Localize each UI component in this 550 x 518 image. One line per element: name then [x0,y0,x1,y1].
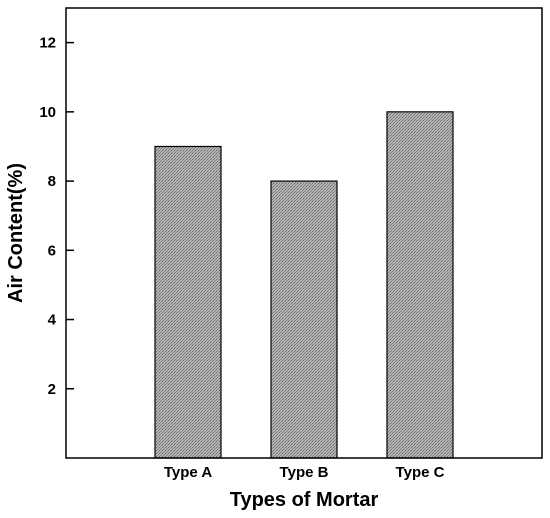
y-tick-label: 8 [48,173,56,190]
y-tick-label: 2 [48,381,56,398]
x-axis: Type A Type B Type C [164,464,445,481]
y-tick-label: 4 [48,312,57,329]
y-tick-label: 10 [39,104,56,121]
x-axis-title: Types of Mortar [230,489,379,511]
plot-frame [65,7,543,459]
x-tick-label: Type A [164,464,213,481]
y-axis: 2 4 6 8 10 12 [39,35,74,398]
y-axis-title: Air Content(%) [5,163,27,303]
x-tick-label: Type C [396,464,445,481]
bar-type-b [270,180,338,459]
x-tick-label: Type B [280,464,329,481]
bar-type-c [386,111,454,459]
y-tick-label: 6 [48,242,56,259]
bar-type-a [154,145,222,459]
bars-layer [154,111,454,459]
y-tick-label: 12 [39,35,56,52]
